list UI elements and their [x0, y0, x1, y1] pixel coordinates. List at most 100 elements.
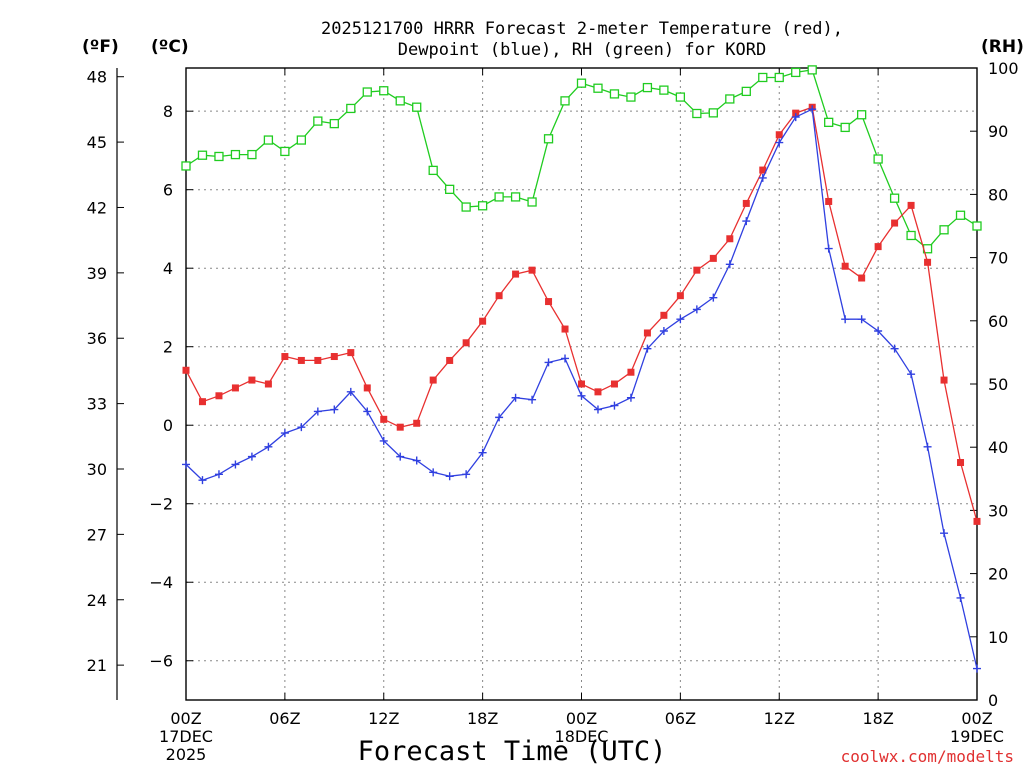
x-tick-label: 18Z [862, 709, 893, 728]
dewpoint-point [297, 423, 306, 432]
dewpoint-point [511, 393, 520, 402]
celsius-tick-label: 6 [163, 181, 173, 200]
temperature-point [693, 266, 701, 274]
rh-point [280, 146, 290, 157]
rh-point [329, 118, 339, 129]
fahrenheit-tick-label: 48 [87, 68, 107, 87]
rh-point [477, 201, 488, 211]
temperature-point [231, 384, 239, 392]
x-tick-label: 06Z [665, 709, 696, 728]
temperature-point [281, 353, 289, 361]
dewpoint-point [709, 293, 718, 302]
temperature-point [363, 384, 371, 392]
x-tick-label: 2025 [166, 745, 207, 764]
rh-point [642, 82, 653, 93]
dewpoint-point [593, 405, 602, 414]
rh-point [362, 87, 372, 97]
celsius-tick-label: 2 [163, 338, 173, 357]
temperature-point [627, 368, 635, 376]
temperature-point [248, 376, 256, 384]
temperature-point [676, 292, 684, 300]
fahrenheit-tick-label: 42 [87, 198, 107, 217]
rh-point [494, 192, 504, 202]
rh-tick-label: 60 [988, 312, 1008, 331]
dewpoint-point [808, 105, 817, 114]
rh-point [576, 78, 587, 88]
x-tick-label: 18Z [467, 709, 498, 728]
rh-point [263, 135, 274, 145]
chart-title-line2: Dewpoint (blue), RH (green) for KORD [398, 40, 766, 60]
dewpoint-point [824, 244, 833, 253]
temperature-point [858, 274, 866, 282]
x-tick-label: 00Z [566, 709, 597, 728]
dewpoint-point [445, 472, 454, 481]
rh-point [774, 72, 784, 83]
dewpoint-point [379, 436, 388, 445]
dewpoint-point [396, 452, 405, 461]
temperature-point [973, 517, 981, 525]
fahrenheit-tick-label: 36 [87, 329, 107, 348]
dewpoint-point [264, 442, 273, 451]
temperature-point [825, 197, 833, 205]
dewpoint-point [659, 327, 668, 336]
temperature-point [940, 376, 948, 384]
temperature-point [528, 266, 536, 274]
temperature-point [396, 423, 404, 431]
rh-tick-label: 90 [988, 122, 1008, 141]
rh-point [543, 134, 554, 144]
celsius-unit-label: (ºC) [151, 37, 189, 57]
temperature-point [314, 356, 322, 364]
rh-point [873, 154, 883, 164]
x-tick-label: 18DEC [555, 727, 609, 746]
rh-tick-label: 10 [988, 628, 1008, 647]
temperature-point [545, 298, 553, 306]
temperature-point [495, 292, 503, 300]
temperature-point [594, 388, 602, 396]
rh-point [313, 116, 323, 126]
celsius-tick-label: 4 [163, 259, 173, 278]
rh-tick-label: 100 [988, 59, 1019, 78]
celsius-tick-label: −4 [149, 573, 173, 592]
rh-point [741, 86, 751, 97]
dewpoint-point [791, 113, 800, 122]
x-tick-label: 19DEC [950, 727, 1004, 746]
dewpoint-point [247, 452, 256, 461]
dewpoint-point [544, 358, 553, 367]
temperature-point [462, 339, 470, 347]
rh-point [593, 83, 603, 93]
rh-point [824, 117, 834, 128]
rh-point [230, 149, 241, 160]
dewpoint-point [462, 470, 471, 479]
celsius-tick-label: −6 [149, 652, 173, 671]
temperature-point [446, 356, 454, 364]
rh-point [840, 122, 850, 133]
rh-point [461, 202, 471, 212]
chart-title-line1: 2025121700 HRRR Forecast 2-meter Tempera… [321, 19, 843, 39]
dewpoint-point [758, 173, 767, 182]
fahrenheit-tick-label: 27 [87, 525, 107, 544]
celsius-tick-label: 8 [163, 102, 173, 121]
dewpoint-point [610, 401, 619, 410]
rh-tick-label: 20 [988, 565, 1008, 584]
dewpoint-point [857, 315, 866, 324]
rh-point [197, 150, 208, 160]
rh-tick-label: 70 [988, 249, 1008, 268]
rh-point [428, 165, 438, 176]
rh-point [609, 89, 620, 99]
fahrenheit-unit-label: (ºF) [82, 37, 119, 57]
dewpoint-point [478, 448, 487, 457]
rh-point [626, 92, 636, 102]
dewpoint-point [841, 315, 850, 324]
dewpoint-point [725, 260, 734, 269]
temperature-point [874, 243, 882, 251]
dewpoint-point [561, 354, 570, 363]
rh-point [708, 108, 718, 118]
dewpoint-point [874, 327, 883, 336]
rh-point [889, 193, 900, 203]
dewpoint-point [280, 429, 289, 438]
rh-point [939, 225, 949, 235]
temperature-point [709, 254, 717, 262]
rh-tick-label: 40 [988, 438, 1008, 457]
